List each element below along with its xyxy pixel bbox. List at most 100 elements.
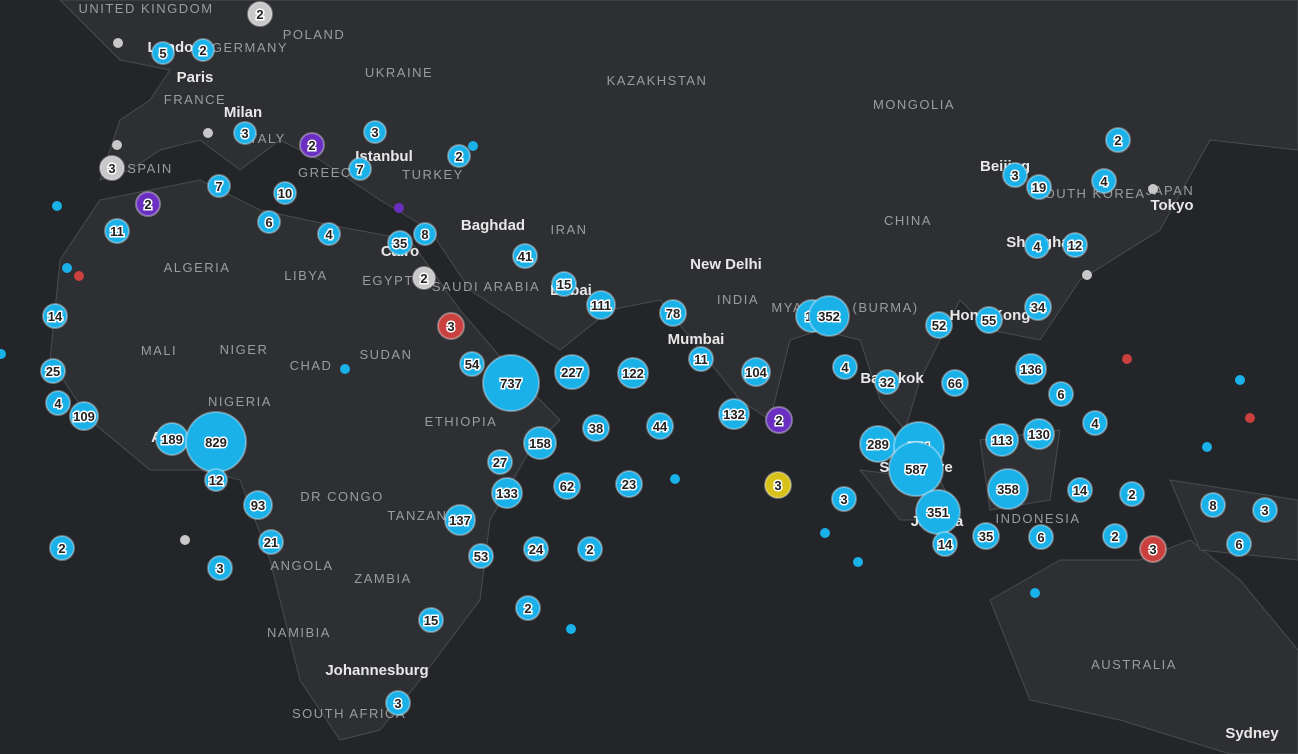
cluster[interactable] <box>1002 162 1028 188</box>
cluster[interactable] <box>482 354 540 412</box>
point[interactable] <box>670 474 680 484</box>
cluster[interactable] <box>646 412 674 440</box>
cluster[interactable] <box>553 472 581 500</box>
cluster[interactable] <box>1200 492 1226 518</box>
point[interactable] <box>0 349 6 359</box>
cluster[interactable] <box>1062 232 1088 258</box>
cluster[interactable] <box>207 555 233 581</box>
cluster[interactable] <box>554 354 590 390</box>
cluster[interactable] <box>447 144 471 168</box>
cluster[interactable] <box>204 468 228 492</box>
point[interactable] <box>1030 588 1040 598</box>
cluster[interactable] <box>99 155 125 181</box>
cluster[interactable] <box>348 157 372 181</box>
cluster[interactable] <box>191 38 215 62</box>
cluster[interactable] <box>915 489 961 535</box>
cluster[interactable] <box>104 218 130 244</box>
cluster[interactable] <box>617 357 649 389</box>
cluster[interactable] <box>688 346 714 372</box>
cluster[interactable] <box>418 607 444 633</box>
cluster[interactable] <box>1023 418 1055 450</box>
point[interactable] <box>62 263 72 273</box>
cluster[interactable] <box>577 536 603 562</box>
point[interactable] <box>1202 442 1212 452</box>
cluster[interactable] <box>831 486 857 512</box>
cluster[interactable] <box>888 441 944 497</box>
cluster[interactable] <box>299 132 325 158</box>
cluster[interactable] <box>42 303 68 329</box>
point[interactable] <box>203 128 213 138</box>
cluster[interactable] <box>615 470 643 498</box>
cluster[interactable] <box>1091 168 1117 194</box>
cluster[interactable] <box>49 535 75 561</box>
cluster[interactable] <box>459 351 485 377</box>
cluster[interactable] <box>512 243 538 269</box>
cluster[interactable] <box>832 354 858 380</box>
cluster[interactable] <box>257 210 281 234</box>
point[interactable] <box>1235 375 1245 385</box>
point[interactable] <box>1148 184 1158 194</box>
cluster[interactable] <box>1226 531 1252 557</box>
point[interactable] <box>566 624 576 634</box>
cluster[interactable] <box>40 358 66 384</box>
cluster[interactable] <box>1067 477 1093 503</box>
cluster[interactable] <box>764 471 792 499</box>
cluster[interactable] <box>972 522 1000 550</box>
cluster[interactable] <box>941 369 969 397</box>
cluster[interactable] <box>317 222 341 246</box>
cluster[interactable] <box>1139 535 1167 563</box>
point[interactable] <box>1082 270 1092 280</box>
point[interactable] <box>853 557 863 567</box>
point[interactable] <box>1245 413 1255 423</box>
cluster[interactable] <box>523 426 557 460</box>
cluster[interactable] <box>1024 233 1050 259</box>
cluster[interactable] <box>1026 174 1052 200</box>
cluster[interactable] <box>741 357 771 387</box>
cluster[interactable] <box>925 311 953 339</box>
cluster[interactable] <box>932 531 958 557</box>
cluster[interactable] <box>258 529 284 555</box>
cluster[interactable] <box>1024 293 1052 321</box>
cluster[interactable] <box>582 414 610 442</box>
cluster[interactable] <box>1048 381 1074 407</box>
cluster[interactable] <box>975 306 1003 334</box>
cluster[interactable] <box>363 120 387 144</box>
cluster[interactable] <box>444 504 476 536</box>
cluster[interactable] <box>765 406 793 434</box>
cluster[interactable] <box>1119 481 1145 507</box>
cluster[interactable] <box>151 41 175 65</box>
point[interactable] <box>74 271 84 281</box>
point[interactable] <box>340 364 350 374</box>
cluster[interactable] <box>491 477 523 509</box>
cluster[interactable] <box>985 423 1019 457</box>
point[interactable] <box>394 203 404 213</box>
point[interactable] <box>113 38 123 48</box>
cluster[interactable] <box>243 490 273 520</box>
cluster[interactable] <box>718 398 750 430</box>
cluster[interactable] <box>468 543 494 569</box>
cluster[interactable] <box>412 266 436 290</box>
cluster[interactable] <box>1028 524 1054 550</box>
cluster[interactable] <box>247 1 273 27</box>
cluster[interactable] <box>45 390 71 416</box>
cluster[interactable] <box>135 191 161 217</box>
cluster[interactable] <box>273 181 297 205</box>
cluster[interactable] <box>233 121 257 145</box>
cluster[interactable] <box>413 222 437 246</box>
cluster[interactable] <box>808 295 850 337</box>
point[interactable] <box>112 140 122 150</box>
cluster[interactable] <box>487 449 513 475</box>
cluster[interactable] <box>69 401 99 431</box>
cluster[interactable] <box>387 230 413 256</box>
cluster[interactable] <box>659 299 687 327</box>
cluster[interactable] <box>1015 353 1047 385</box>
cluster[interactable] <box>1105 127 1131 153</box>
cluster[interactable] <box>586 290 616 320</box>
cluster[interactable] <box>1082 410 1108 436</box>
point[interactable] <box>52 201 62 211</box>
cluster[interactable] <box>385 690 411 716</box>
point[interactable] <box>820 528 830 538</box>
cluster[interactable] <box>437 312 465 340</box>
point[interactable] <box>1122 354 1132 364</box>
cluster[interactable] <box>551 271 577 297</box>
